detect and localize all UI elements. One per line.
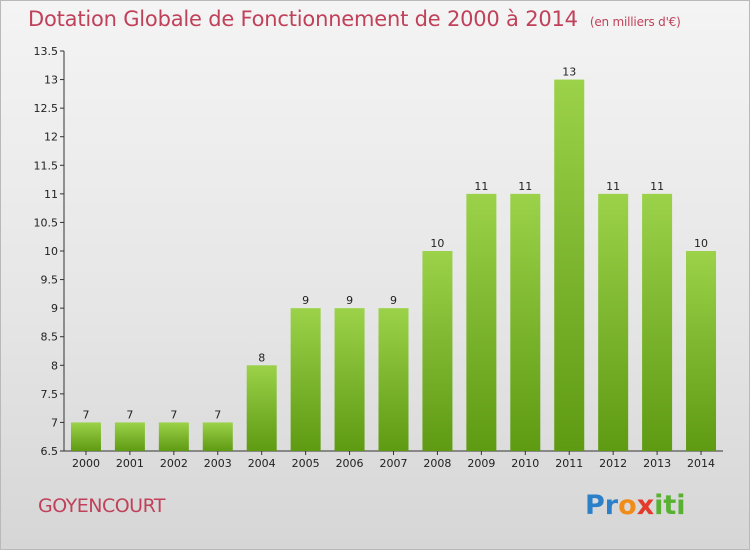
value-label-2008: 10: [430, 237, 444, 250]
bar-2012: [598, 193, 629, 451]
bar-2009: [466, 193, 497, 451]
bar-2010: [510, 193, 541, 451]
y-tick-label: 9.5: [41, 274, 59, 287]
logo-letter: P: [585, 490, 605, 521]
logo-letter: x: [636, 490, 655, 521]
value-label-2001: 7: [126, 408, 133, 421]
y-tick-label: 6.5: [41, 445, 59, 458]
chart-unit: (en milliers d'€): [589, 15, 681, 29]
value-label-2012: 11: [606, 180, 620, 193]
x-tick-label-2014: 2014: [687, 457, 715, 470]
value-label-2005: 9: [302, 294, 309, 307]
chart-labels: 2000 7 2001 7 2002 7 2003 7 2004 8 2005 9 2006 9 2007 9…: [72, 66, 715, 470]
y-tick-label: 10.5: [34, 216, 59, 229]
x-tick-label-2011: 2011: [555, 457, 583, 470]
value-label-2007: 9: [390, 294, 397, 307]
value-label-2013: 11: [650, 180, 664, 193]
x-tick-label-2008: 2008: [423, 457, 451, 470]
x-tick-label-2012: 2012: [599, 457, 627, 470]
x-tick-label-2010: 2010: [511, 457, 539, 470]
proxiti-logo: Proxiti: [585, 490, 686, 521]
value-label-2006: 9: [346, 294, 353, 307]
value-label-2003: 7: [214, 408, 221, 421]
y-tick-label: 7: [51, 416, 58, 429]
logo-letter: i: [654, 490, 664, 521]
value-label-2002: 7: [170, 408, 177, 421]
value-label-2014: 10: [694, 237, 708, 250]
bar-2002: [158, 422, 189, 451]
commune-name: GOYENCOURT: [38, 495, 166, 517]
y-tick-label: 13: [44, 74, 58, 87]
value-label-2009: 11: [474, 180, 488, 193]
bar-2005: [290, 308, 321, 451]
x-tick-label-2003: 2003: [204, 457, 232, 470]
chart-title: Dotation Globale de Fonctionnement de 20…: [28, 7, 681, 31]
y-tick-label: 11: [44, 188, 58, 201]
x-tick-label-2004: 2004: [248, 457, 276, 470]
y-tick-label: 8: [51, 359, 58, 372]
x-tick-label-2000: 2000: [72, 457, 100, 470]
bar-2014: [686, 251, 717, 451]
bar-2001: [114, 422, 145, 451]
logo-letter: t: [663, 490, 677, 521]
x-tick-label-2001: 2001: [116, 457, 144, 470]
y-tick-label: 12.5: [34, 102, 59, 115]
y-tick-label: 10: [44, 245, 58, 258]
y-tick-label: 13.5: [34, 45, 59, 58]
value-label-2010: 11: [518, 180, 532, 193]
y-tick-label: 12: [44, 131, 58, 144]
x-tick-label-2005: 2005: [292, 457, 320, 470]
logo-letter: r: [604, 490, 619, 521]
bar-2011: [554, 79, 585, 452]
logo-letter: o: [618, 490, 637, 521]
bar-2007: [378, 308, 409, 451]
chart-bars: [70, 79, 717, 452]
x-tick-label-2013: 2013: [643, 457, 671, 470]
x-tick-label-2007: 2007: [380, 457, 408, 470]
logo-letter: i: [676, 490, 686, 521]
bar-2013: [642, 193, 673, 451]
x-tick-label-2002: 2002: [160, 457, 188, 470]
value-label-2004: 8: [258, 351, 265, 364]
value-label-2000: 7: [82, 408, 89, 421]
y-tick-label: 9: [51, 302, 58, 315]
value-label-2011: 13: [562, 66, 576, 79]
x-tick-label-2006: 2006: [336, 457, 364, 470]
x-tick-label-2009: 2009: [467, 457, 495, 470]
y-tick-label: 11.5: [34, 159, 59, 172]
y-tick-label: 8.5: [41, 331, 59, 344]
bar-2003: [202, 422, 233, 451]
y-tick-label: 7.5: [41, 388, 59, 401]
bar-2004: [246, 365, 277, 451]
bar-2006: [334, 308, 365, 451]
chart-title-text: Dotation Globale de Fonctionnement de 20…: [28, 7, 578, 31]
bar-2008: [422, 251, 453, 451]
bar-2000: [70, 422, 101, 451]
